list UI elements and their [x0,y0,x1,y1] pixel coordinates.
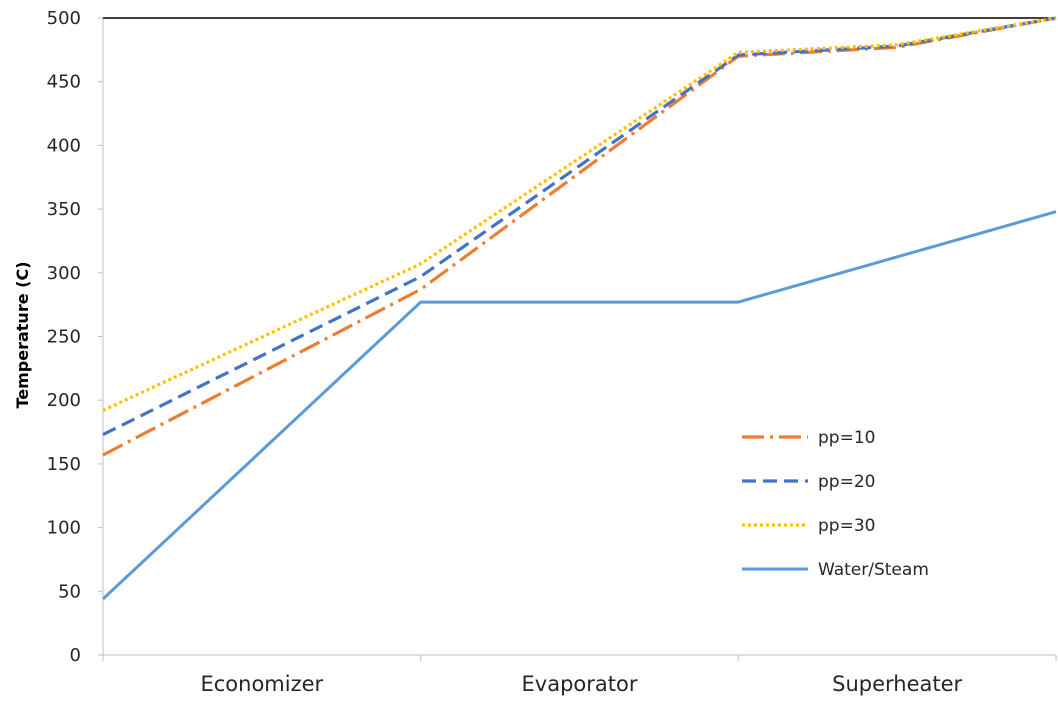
y-tick-label: 150 [47,454,81,475]
x-category-label: Evaporator [522,672,638,696]
series-line-pp-20 [102,16,1057,437]
y-tick-label: 200 [47,390,81,411]
series-group [101,16,1057,601]
y-tick-label: 350 [47,199,81,220]
y-tick-label: 50 [58,581,81,602]
legend-label: pp=30 [818,516,875,536]
x-category-label: Superheater [832,672,962,696]
legend-label: pp=20 [818,472,875,492]
y-tick-label: 0 [70,645,81,666]
y-tick-label: 450 [47,72,81,93]
y-axis-title: Temperature (C) [13,261,32,408]
y-tick-label: 300 [47,263,81,284]
legend-label: Water/Steam [818,560,929,580]
y-tick-label: 100 [47,518,81,539]
legend-label: pp=10 [818,428,875,448]
series-line-pp-10 [102,16,1057,457]
x-category-label: Economizer [200,672,323,696]
y-ticks: 0 50 100 150 200 250 300 350 400 450 500 [47,8,103,666]
x-categories: Economizer Evaporator Superheater [102,655,1057,696]
series-line-water-steam [101,210,1057,601]
legend: pp=10 pp=20 pp=30 Water/Steam [742,428,929,580]
series-line-pp-30 [102,16,1057,412]
y-tick-label: 400 [47,135,81,156]
y-tick-label: 250 [47,327,81,348]
y-tick-label: 500 [47,8,81,29]
